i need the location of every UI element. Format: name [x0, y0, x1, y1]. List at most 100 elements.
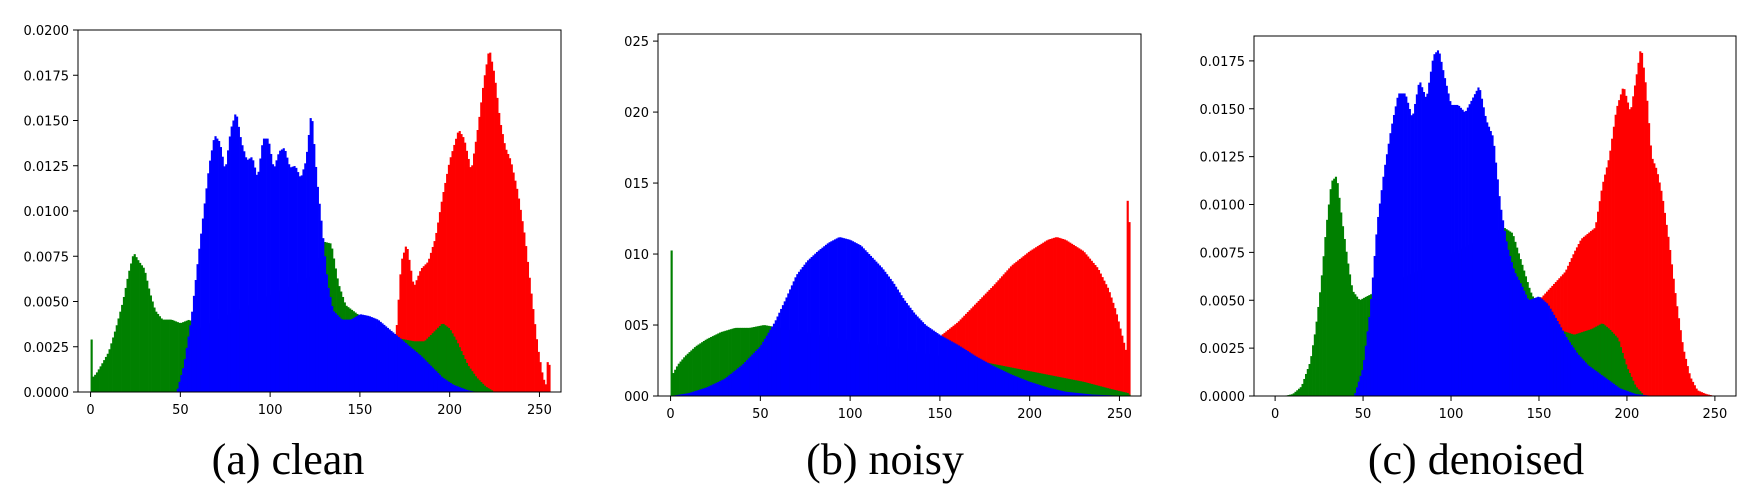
- histogram-bar-green-181: [1593, 327, 1596, 396]
- histogram-bar-blue-107: [862, 248, 865, 396]
- histogram-bar-green-29: [722, 331, 725, 396]
- histogram-bar-blue-82: [237, 126, 240, 392]
- histogram-bar-blue-137: [1516, 276, 1519, 396]
- histogram-bar-blue-135: [912, 312, 916, 396]
- histogram-bar-red-212: [1648, 123, 1651, 396]
- histogram-bar-blue-115: [877, 263, 880, 396]
- histogram-bar-blue-45: [1354, 393, 1357, 396]
- histogram-bar-blue-139: [340, 318, 343, 392]
- histogram-bar-blue-114: [295, 167, 298, 392]
- histogram-bar-blue-117: [300, 175, 303, 392]
- histogram-bar-red-242: [525, 246, 528, 392]
- histogram-bar-blue-37: [737, 368, 740, 396]
- histogram-bar-blue-124: [313, 144, 316, 392]
- histogram-bar-green-41: [744, 327, 747, 396]
- histogram-bar-blue-106: [1461, 109, 1464, 396]
- histogram-bar-green-50: [180, 322, 183, 392]
- histogram-bar-blue-66: [209, 160, 212, 392]
- histogram-bar-blue-116: [878, 265, 881, 396]
- histogram-bar-blue-172: [399, 338, 402, 392]
- histogram-bar-red-182: [1595, 222, 1598, 396]
- histogram-bar-green-47: [1357, 299, 1360, 396]
- histogram-bar-blue-48: [756, 349, 759, 396]
- histogram-bar-green-13: [1297, 388, 1301, 396]
- histogram-bar-red-252: [543, 379, 546, 392]
- histogram-bar-red-175: [1582, 236, 1586, 396]
- histogram-bar-blue-74: [223, 166, 226, 392]
- histogram-bar-red-186: [424, 264, 427, 392]
- histogram-bar-green-5: [679, 361, 682, 396]
- histogram-bar-blue-155: [368, 316, 372, 392]
- histogram-bar-red-208: [464, 142, 467, 392]
- histogram-bar-red-217: [480, 102, 483, 392]
- histogram-bar-red-245: [1110, 297, 1113, 396]
- y-tick-label: 0.0025: [1200, 342, 1246, 357]
- histogram-bar-blue-134: [1510, 262, 1513, 396]
- histogram-bar-green-225: [1074, 380, 1077, 396]
- histogram-bar-blue-167: [970, 353, 973, 396]
- histogram-bar-blue-195: [1618, 387, 1621, 396]
- histogram-bar-blue-11: [690, 392, 693, 396]
- histogram-bar-blue-65: [1389, 133, 1392, 396]
- histogram-bar-blue-169: [974, 355, 977, 396]
- histogram-bar-green-42: [1348, 274, 1352, 396]
- histogram-bar-blue-195: [1020, 378, 1023, 396]
- histogram-bar-blue-133: [329, 296, 332, 392]
- histogram-bar-blue-54: [767, 332, 770, 396]
- histogram-bar-red-224: [492, 70, 495, 392]
- histogram-bar-red-198: [1026, 253, 1029, 396]
- histogram-bar-red-199: [1625, 95, 1628, 396]
- histogram-bar-blue-164: [385, 326, 388, 392]
- histogram-bar-red-172: [399, 274, 402, 392]
- histogram-bar-blue-119: [304, 163, 307, 392]
- histogram-bar-red-200: [449, 157, 452, 392]
- histogram-bar-blue-54: [187, 336, 190, 392]
- y-tick-label: 0.0100: [1200, 199, 1246, 214]
- histogram-bar-blue-49: [758, 347, 761, 396]
- histogram-bar-blue-96: [262, 138, 266, 392]
- histogram-bar-blue-111: [1470, 100, 1473, 396]
- histogram-bar-blue-153: [365, 315, 368, 392]
- histogram-bar-blue-121: [1487, 126, 1491, 396]
- y-tick-label: 005: [624, 319, 649, 334]
- histogram-bar-green-220: [1065, 378, 1068, 396]
- histogram-bar-blue-63: [203, 203, 206, 392]
- histogram-bar-red-188: [428, 258, 431, 392]
- histogram-bar-blue-127: [1498, 196, 1501, 396]
- histogram-bar-blue-167: [1568, 342, 1571, 396]
- histogram-bar-blue-90: [252, 160, 255, 392]
- histogram-bar-red-207: [1639, 51, 1642, 396]
- histogram-bar-blue-202: [453, 385, 456, 392]
- histogram-bar-blue-193: [437, 373, 440, 392]
- histogram-bar-blue-149: [938, 334, 941, 396]
- histogram-bar-blue-154: [367, 315, 370, 392]
- histogram-bar-blue-150: [1538, 297, 1542, 396]
- histogram-bar-blue-150: [939, 335, 943, 396]
- histogram-bar-red-177: [408, 259, 411, 392]
- histogram-bar-blue-186: [424, 360, 427, 392]
- histogram-bar-green-204: [456, 343, 460, 392]
- histogram-bar-green-34: [151, 301, 154, 392]
- histogram-bar-red-222: [1665, 224, 1668, 396]
- histogram-bar-blue-89: [250, 157, 253, 392]
- histogram-bar-green-208: [1044, 374, 1047, 396]
- histogram-bar-blue-179: [1589, 367, 1593, 396]
- histogram-bar-blue-159: [956, 344, 959, 396]
- histogram-bar-blue-69: [794, 277, 797, 396]
- histogram-bar-green-3: [95, 372, 99, 392]
- histogram-bar-red-189: [1009, 266, 1013, 396]
- histogram-bar-blue-63: [783, 301, 786, 396]
- histogram-bar-red-236: [1094, 265, 1097, 396]
- histogram-bar-blue-203: [1632, 393, 1635, 396]
- histogram-bar-blue-36: [735, 369, 738, 396]
- histogram-bar-blue-108: [864, 250, 867, 396]
- histogram-bar-red-182: [417, 275, 420, 392]
- histogram-bar-blue-174: [982, 360, 986, 396]
- histogram-bar-blue-99: [1449, 101, 1452, 396]
- histogram-bar-blue-191: [1013, 375, 1016, 396]
- histogram-bar-green-19: [704, 339, 707, 396]
- histogram-bar-green-8: [684, 355, 688, 396]
- histogram-bar-blue-139: [920, 320, 923, 396]
- histogram-bar-blue-202: [1033, 383, 1036, 396]
- histogram-bar-red-228: [1079, 249, 1083, 396]
